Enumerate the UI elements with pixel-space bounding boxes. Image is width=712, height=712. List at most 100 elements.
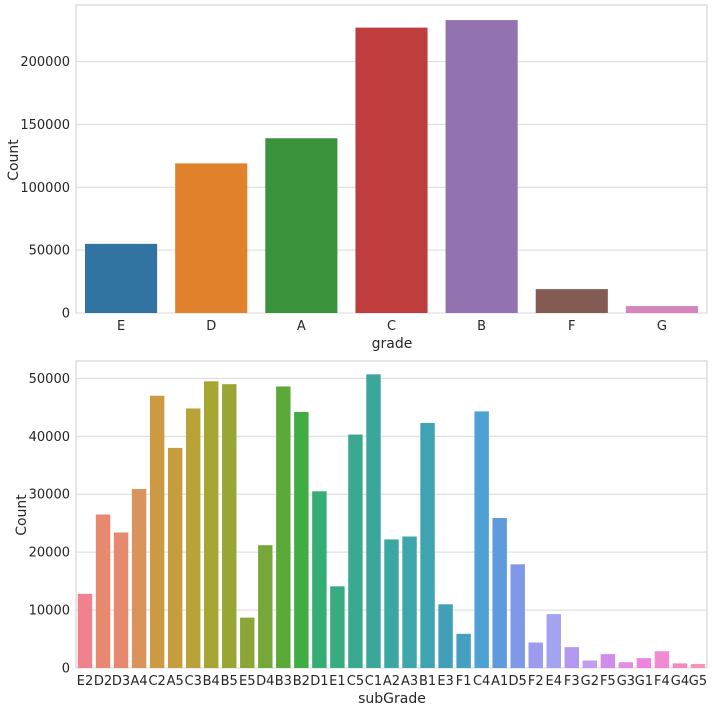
subgrade-bar-d3 — [113, 532, 129, 668]
grade-ytick-label: 0 — [62, 307, 70, 322]
grade-ytick-label: 50000 — [29, 244, 70, 259]
subgrade-bar-a2 — [384, 539, 399, 668]
subgrade-xtick-label-d5: D5 — [509, 674, 527, 689]
subgrade-xtick-label-e5: E5 — [239, 674, 256, 689]
subgrade-x-axis-label: subGrade — [358, 691, 426, 707]
subgrade-bar-g3 — [618, 662, 634, 668]
subgrade-bar-f4 — [654, 651, 670, 668]
subgrade-ytick-label: 40000 — [29, 430, 70, 445]
grade-bar-a — [265, 138, 338, 313]
subgrade-bar-c5 — [348, 434, 363, 668]
subgrade-bar-f3 — [564, 647, 579, 668]
subgrade-bar-d2 — [95, 514, 111, 668]
subgrade-xtick-label-d4: D4 — [256, 674, 274, 689]
grade-y-axis-label: Count — [6, 139, 22, 181]
subgrade-bar-g1 — [636, 658, 652, 668]
subgrade-xtick-label-c5: C5 — [347, 674, 364, 689]
subgrade-bar-c2 — [149, 395, 165, 668]
subgrade-bar-e2 — [77, 593, 93, 668]
subgrade-xtick-label-g2: G2 — [581, 674, 599, 689]
grade-bar-c — [355, 27, 428, 313]
subgrade-xtick-label-b4: B4 — [203, 674, 220, 689]
subgrade-bar-a1 — [492, 517, 507, 668]
subgrade-y-axis-label: Count — [14, 494, 30, 536]
subgrade-xtick-label-a2: A2 — [383, 674, 400, 689]
subgrade-xtick-label-g5: G5 — [689, 674, 707, 689]
subgrade-xtick-label-a3: A3 — [401, 674, 418, 689]
subgrade-xtick-label-f1: F1 — [456, 674, 472, 689]
subgrade-xtick-label-g4: G4 — [671, 674, 689, 689]
subgrade-bar-d5 — [510, 564, 525, 668]
grade-xtick-label-d: D — [206, 319, 216, 334]
grade-xtick-label-c: C — [387, 319, 396, 334]
subgrade-xtick-label-g3: G3 — [617, 674, 635, 689]
subgrade-xtick-label-b2: B2 — [293, 674, 310, 689]
subgrade-xtick-label-a4: A4 — [131, 674, 148, 689]
subgrade-bar-a5 — [167, 447, 183, 668]
subgrade-ytick-label: 30000 — [29, 488, 70, 503]
grade-xtick-label-a: A — [297, 319, 306, 334]
subgrade-bar-c1 — [366, 374, 381, 668]
subgrade-xtick-label-c1: C1 — [365, 674, 382, 689]
subgrade-xtick-label-a5: A5 — [167, 674, 184, 689]
subgrade-xtick-label-e4: E4 — [546, 674, 563, 689]
subgrade-ytick-label: 10000 — [29, 604, 70, 619]
subgrade-xtick-label-d3: D3 — [112, 674, 130, 689]
subgrade-xtick-label-e2: E2 — [77, 674, 94, 689]
subgrade-bar-c3 — [185, 408, 201, 668]
subgrade-bar-b2 — [294, 411, 309, 668]
subgrade-bar-e3 — [438, 604, 453, 668]
subgrade-bar-f2 — [528, 642, 543, 668]
subgrade-xtick-label-c4: C4 — [473, 674, 490, 689]
subgrade-xtick-label-g1: G1 — [635, 674, 653, 689]
grade-ytick-label: 150000 — [20, 118, 70, 133]
grade-ytick-label: 100000 — [20, 181, 70, 196]
subgrade-ytick-label: 20000 — [29, 546, 70, 561]
subgrade-xtick-label-a1: A1 — [491, 674, 508, 689]
subgrade-xtick-label-b3: B3 — [275, 674, 292, 689]
subgrade-xtick-label-f5: F5 — [600, 674, 616, 689]
grade-bar-g — [625, 306, 698, 313]
subgrade-xtick-label-b5: B5 — [221, 674, 238, 689]
grade-xtick-label-g: G — [657, 319, 667, 334]
grade-xtick-label-f: F — [568, 319, 575, 334]
grade-xtick-label-e: E — [117, 319, 125, 334]
grade-bar-b — [445, 20, 518, 313]
subgrade-bar-f1 — [456, 633, 471, 668]
subgrade-xtick-label-f4: F4 — [654, 674, 670, 689]
subgrade-xtick-label-c3: C3 — [185, 674, 202, 689]
subgrade-bar-e1 — [330, 586, 345, 668]
grade-bar-d — [175, 163, 248, 313]
grade-count-chart: 0 50000 100000 150000 200000 E D A C B F G grade C… — [6, 4, 708, 352]
subgrade-bar-g2 — [582, 660, 598, 668]
subgrade-xtick-label-f3: F3 — [564, 674, 580, 689]
subgrade-bar-a4 — [131, 489, 147, 668]
subgrade-xtick-label-c2: C2 — [148, 674, 165, 689]
grade-xtick-label-b: B — [477, 319, 486, 334]
subgrade-bar-b3 — [276, 386, 291, 668]
subgrade-bar-b4 — [204, 381, 219, 668]
subgrade-bar-g5 — [690, 663, 706, 668]
grade-ytick-label: 200000 — [20, 55, 70, 70]
subgrade-xtick-label-e3: E3 — [437, 674, 454, 689]
subgrade-bar-b1 — [420, 422, 435, 668]
subgrade-bar-d1 — [312, 491, 327, 668]
watermark-text: https://blog.csdn.net/qq_42374697 — [440, 686, 704, 704]
subgrade-xtick-label-e1: E1 — [329, 674, 346, 689]
subgrade-bar-g4 — [672, 663, 688, 668]
subgrade-ytick-label: 50000 — [29, 372, 70, 387]
grade-bar-e — [85, 243, 158, 313]
subgrade-bar-e5 — [240, 617, 255, 668]
grade-x-axis-label: grade — [372, 336, 413, 352]
subgrade-xtick-label-f2: F2 — [528, 674, 544, 689]
subgrade-bar-e4 — [546, 614, 561, 668]
subgrade-bar-d4 — [258, 545, 273, 668]
subgrade-xtick-label-d2: D2 — [94, 674, 112, 689]
subgrade-bar-f5 — [600, 654, 616, 668]
subgrade-ytick-label: 0 — [62, 662, 70, 677]
grade-bar-f — [535, 289, 608, 313]
subgrade-bar-b5 — [222, 384, 237, 668]
subgrade-xtick-label-d1: D1 — [310, 674, 328, 689]
